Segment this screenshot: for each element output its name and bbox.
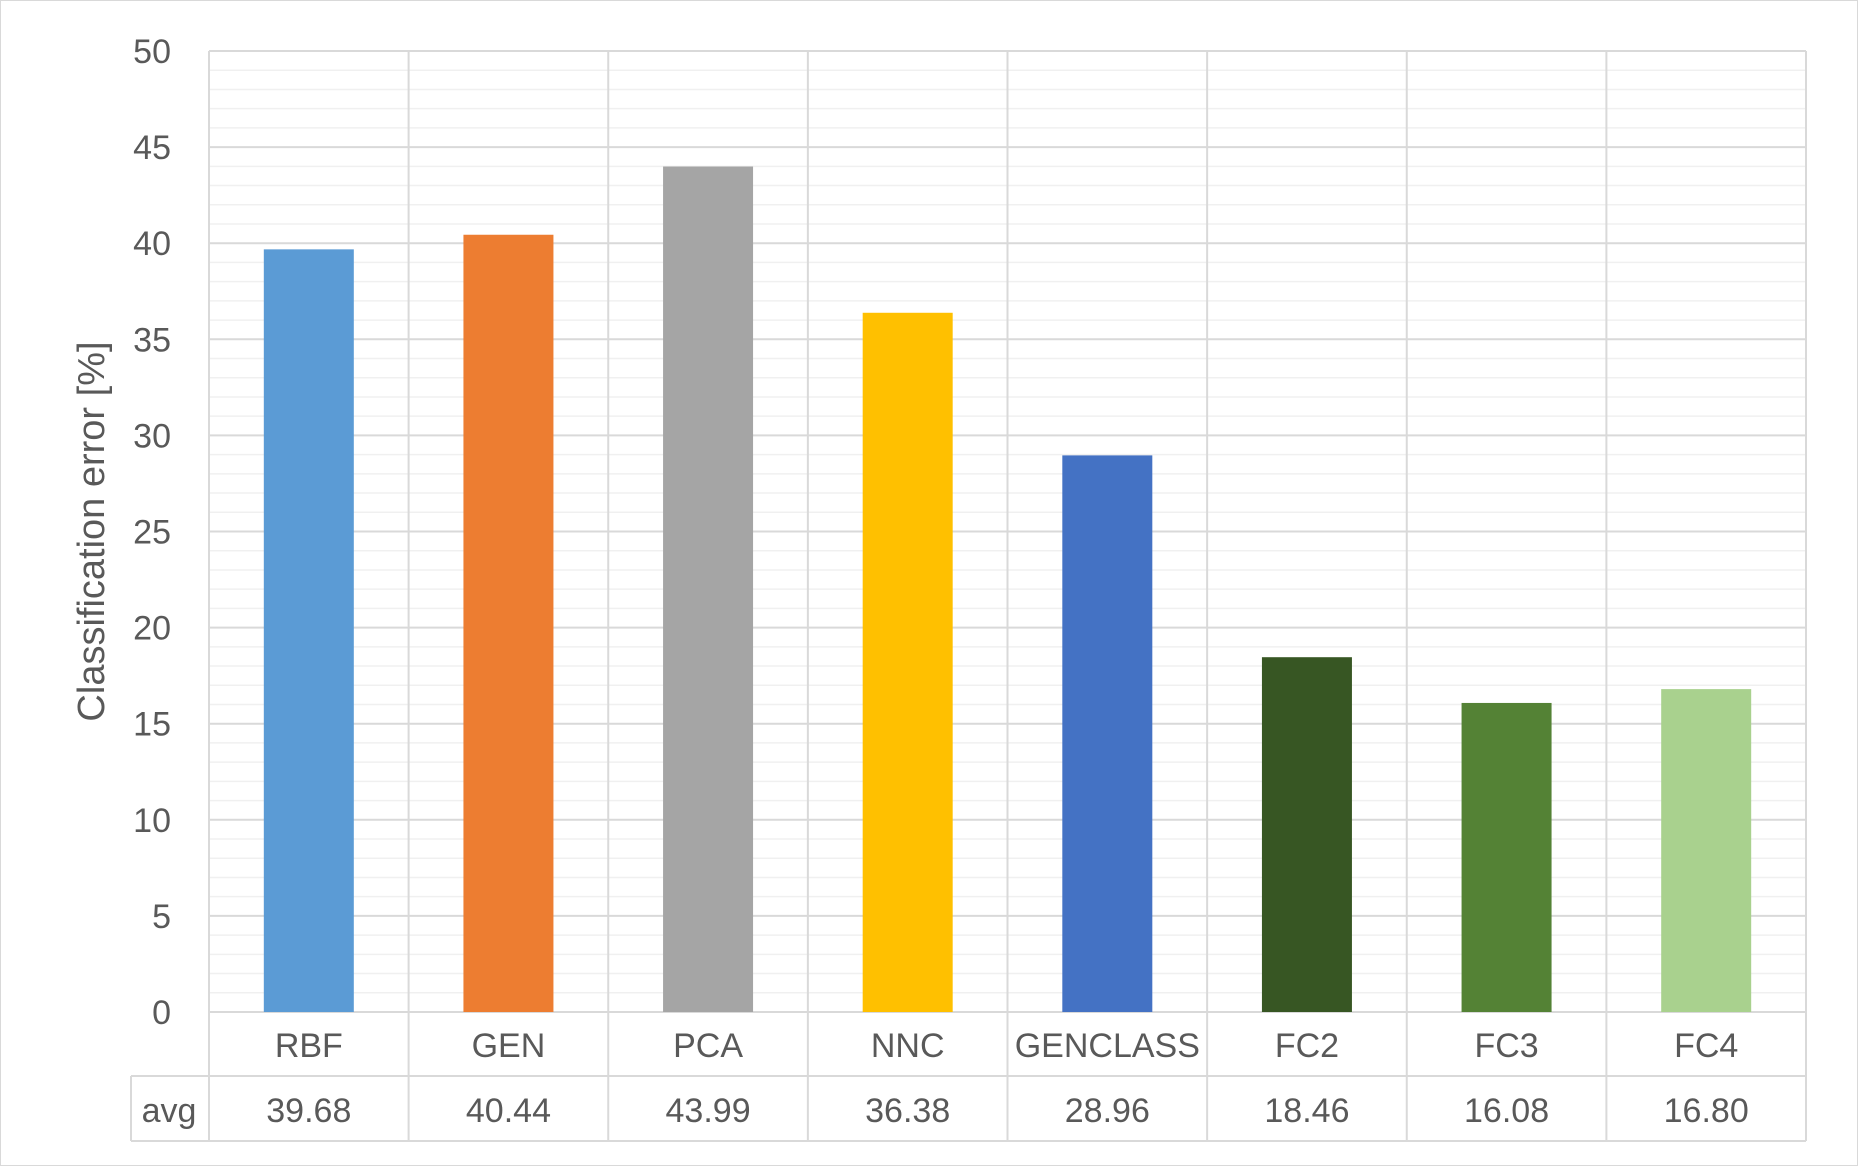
category-gridlines <box>208 51 1807 1141</box>
y-tick-label: 50 <box>133 33 171 71</box>
bar-pca <box>663 166 754 1012</box>
x-category-label: FC4 <box>1674 1027 1738 1065</box>
y-axis-label: Classification error [%] <box>71 341 113 721</box>
bar-rbf <box>263 249 354 1012</box>
x-category-label: NNC <box>871 1027 945 1065</box>
bar-fc2 <box>1261 657 1352 1012</box>
table-value-cell: 39.68 <box>266 1092 351 1130</box>
bars <box>263 166 1752 1013</box>
bar-fc3 <box>1461 702 1552 1012</box>
y-tick-label: 15 <box>133 706 171 744</box>
y-tick-label: 5 <box>152 898 171 936</box>
y-tick-label: 30 <box>133 417 171 455</box>
x-category-label: FC3 <box>1474 1027 1538 1065</box>
data-table: RBF GEN PCA NNC GENCLASS FC2 FC3 FC4 avg 39.68 40.… <box>130 1027 1806 1142</box>
y-tick-label: 35 <box>133 321 171 359</box>
x-category-label: RBF <box>275 1027 343 1065</box>
bar-gen <box>463 234 554 1013</box>
y-tick-label: 40 <box>133 225 171 263</box>
table-value-cell: 28.96 <box>1065 1092 1150 1130</box>
y-tick-label: 25 <box>133 514 171 552</box>
x-category-label: GENCLASS <box>1015 1027 1200 1065</box>
y-tick-label: 10 <box>133 802 171 840</box>
y-axis-tick-labels: 0 5 10 15 20 25 30 35 40 45 50 <box>133 33 171 1032</box>
bar-nnc <box>862 312 953 1013</box>
table-row-label: avg <box>142 1092 197 1130</box>
bar-fc4 <box>1661 689 1752 1012</box>
bar-genclass <box>1062 455 1153 1012</box>
table-value-cell: 16.08 <box>1464 1092 1549 1130</box>
y-tick-label: 0 <box>152 994 171 1032</box>
x-category-label: FC2 <box>1275 1027 1339 1065</box>
x-category-label: PCA <box>673 1027 743 1065</box>
table-value-cell: 36.38 <box>865 1092 950 1130</box>
table-value-cell: 40.44 <box>466 1092 551 1130</box>
table-value-cell: 18.46 <box>1264 1092 1349 1130</box>
table-value-cell: 43.99 <box>666 1092 751 1130</box>
y-tick-label: 20 <box>133 610 171 648</box>
x-category-label: GEN <box>472 1027 546 1065</box>
table-value-cell: 16.80 <box>1664 1092 1749 1130</box>
y-tick-label: 45 <box>133 129 171 167</box>
